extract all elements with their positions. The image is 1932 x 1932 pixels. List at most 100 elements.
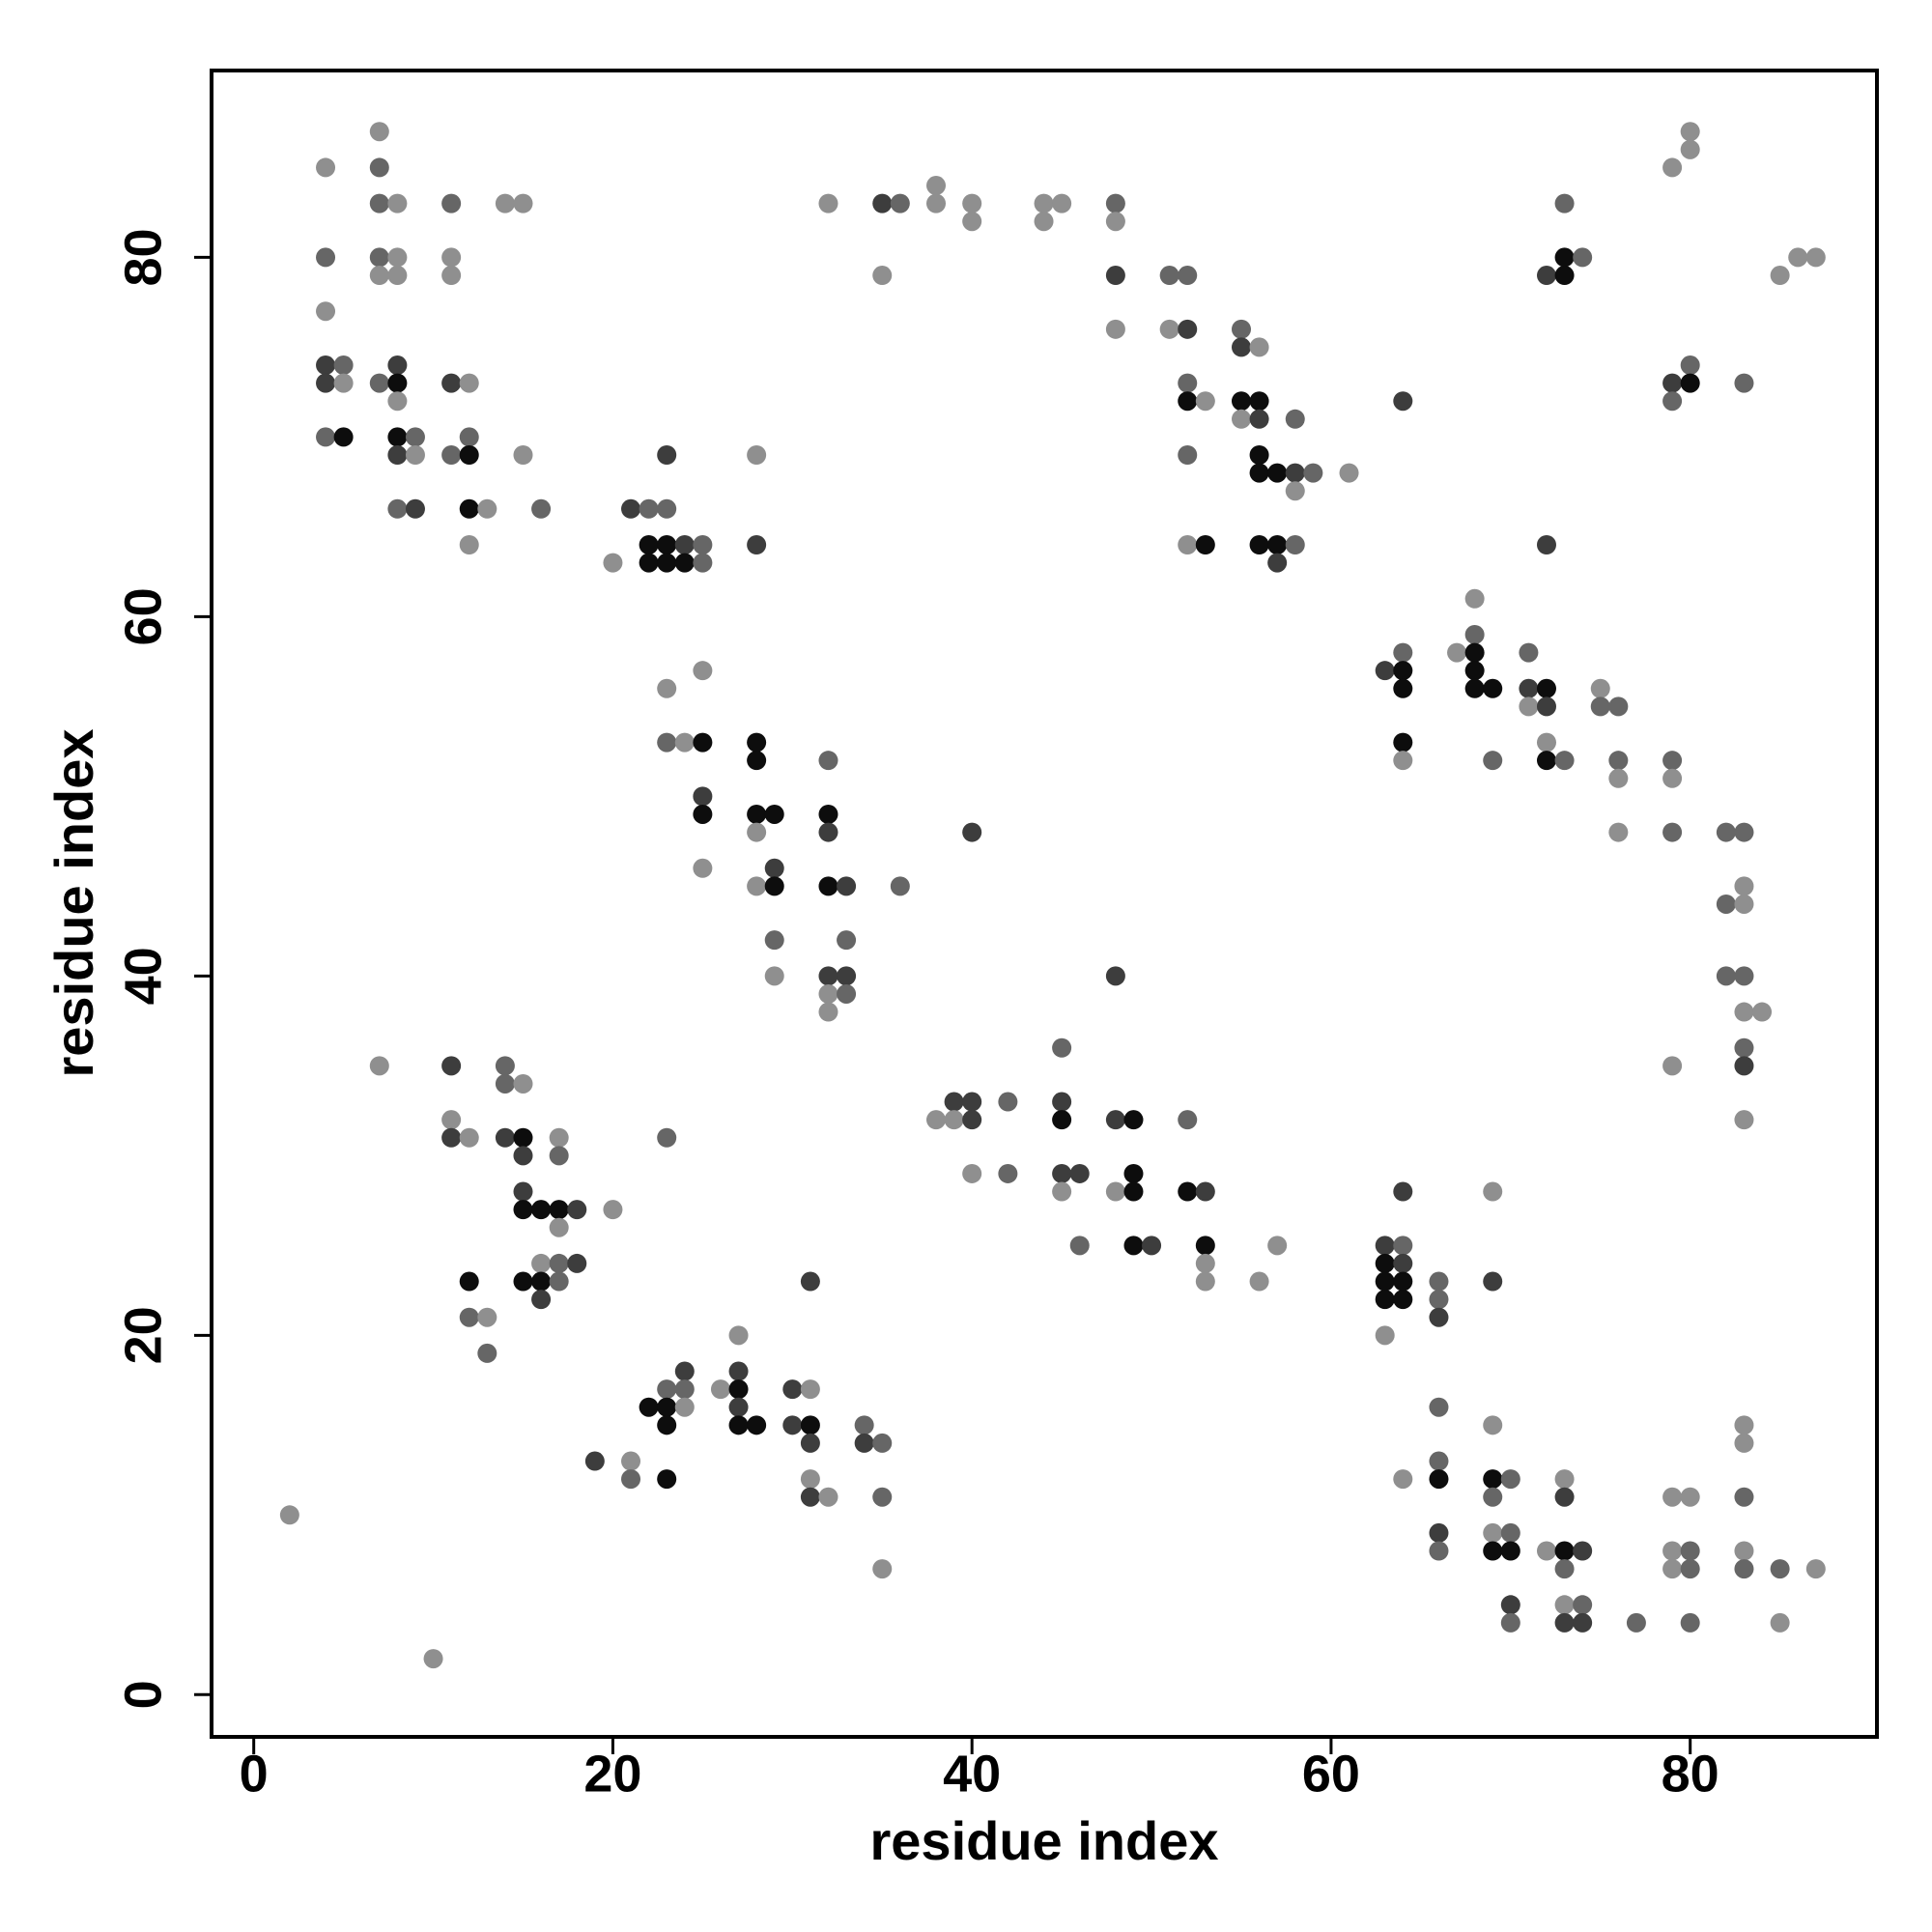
contact-point (1554, 266, 1575, 286)
contact-point (441, 1110, 462, 1130)
contact-point (837, 876, 857, 896)
contact-point (1573, 1541, 1593, 1561)
contact-point (693, 786, 713, 807)
y-tick-label: 60 (114, 587, 172, 645)
contact-point (747, 822, 767, 842)
contact-point (1178, 373, 1198, 393)
contact-point (693, 804, 713, 824)
contact-point (1195, 1271, 1215, 1292)
contact-point (405, 427, 425, 447)
contact-point (1267, 534, 1288, 554)
contact-point (1464, 624, 1485, 644)
contact-point (1608, 768, 1629, 788)
contact-point (1608, 822, 1629, 842)
contact-point (872, 1487, 893, 1507)
contact-point (387, 427, 408, 447)
contact-point (513, 445, 533, 466)
contact-point (1662, 373, 1683, 393)
contact-point (1052, 1037, 1072, 1058)
contact-point (837, 983, 857, 1004)
contact-point (531, 1253, 552, 1273)
x-tick-label: 40 (943, 1745, 1001, 1803)
contact-point (1770, 266, 1790, 286)
contact-point (1231, 337, 1251, 357)
contact-point (1393, 1181, 1413, 1202)
contact-point (800, 1415, 820, 1435)
contact-point (1500, 1595, 1520, 1615)
contact-point (657, 553, 677, 573)
contact-point (1554, 247, 1575, 268)
contact-point (405, 498, 425, 519)
contact-point (1178, 319, 1198, 339)
contact-point (1554, 1559, 1575, 1579)
contact-point (1590, 696, 1610, 717)
contact-point (747, 751, 767, 771)
contact-point (1249, 463, 1269, 483)
contact-point (1716, 966, 1736, 986)
contact-point (1500, 1612, 1520, 1633)
contact-point (1662, 751, 1683, 771)
contact-point (549, 1271, 569, 1292)
contact-point (747, 534, 767, 554)
contact-point (369, 373, 389, 393)
contact-point (837, 966, 857, 986)
contact-point (459, 1271, 479, 1292)
contact-point (1052, 1181, 1072, 1202)
contact-point (1429, 1397, 1449, 1417)
contact-point (1178, 445, 1198, 466)
contact-point (549, 1146, 569, 1166)
contact-point (513, 1181, 533, 1202)
contact-point (441, 1056, 462, 1076)
contact-point (1393, 1290, 1413, 1310)
contact-point (1285, 534, 1305, 554)
contact-point (333, 355, 354, 376)
contact-point (800, 1487, 820, 1507)
contact-point (782, 1379, 803, 1400)
contact-point (764, 966, 784, 986)
contact-point (1429, 1307, 1449, 1327)
contact-point (1285, 481, 1305, 501)
contact-point (1680, 373, 1700, 393)
contact-point (1573, 1612, 1593, 1633)
contact-point (1608, 696, 1629, 717)
contact-point (1483, 1469, 1503, 1490)
contact-point (316, 301, 336, 322)
contact-point (1249, 409, 1269, 429)
contact-point (1267, 553, 1288, 573)
contact-point (639, 534, 659, 554)
contact-point (1105, 319, 1125, 339)
contact-point (1536, 1541, 1556, 1561)
contact-point (1393, 661, 1413, 681)
contact-point (1393, 1236, 1413, 1256)
contact-point (1195, 534, 1215, 554)
contact-point (1142, 1236, 1162, 1256)
contact-point (747, 804, 767, 824)
contact-point (1680, 1487, 1700, 1507)
y-tick-label: 40 (114, 947, 172, 1005)
contact-point (1770, 1559, 1790, 1579)
contact-point (944, 1110, 964, 1130)
contact-point (1734, 1433, 1754, 1453)
contact-point (405, 445, 425, 466)
contact-point (1393, 1271, 1413, 1292)
contact-point (1178, 266, 1198, 286)
contact-point (441, 193, 462, 213)
contact-point (1519, 678, 1539, 698)
contact-point (747, 1415, 767, 1435)
contact-point (1464, 588, 1485, 609)
contact-point (1178, 1181, 1198, 1202)
contact-point (1105, 1110, 1125, 1130)
contact-point (728, 1325, 749, 1346)
contact-point (1034, 193, 1054, 213)
contact-point (639, 498, 659, 519)
contact-point (1267, 463, 1288, 483)
contact-point (818, 966, 838, 986)
contact-point (657, 1397, 677, 1417)
contact-point (1429, 1522, 1449, 1543)
contact-point (549, 1217, 569, 1237)
contact-point (1662, 1559, 1683, 1579)
contact-point (369, 193, 389, 213)
contact-point (693, 534, 713, 554)
contact-point (1554, 1612, 1575, 1633)
